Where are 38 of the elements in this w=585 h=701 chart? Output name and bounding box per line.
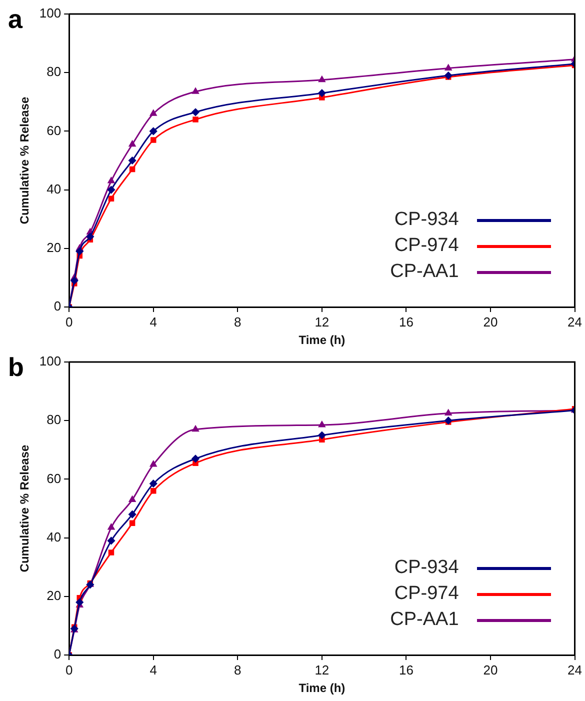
- y-tick-label: 80: [46, 64, 62, 80]
- y-tick-label: 20: [46, 240, 62, 255]
- x-tick-label: 16: [398, 314, 414, 330]
- x-tick-label: 12: [314, 314, 330, 330]
- x-tick-label: 4: [150, 662, 157, 678]
- legend-label: CP-AA1: [390, 260, 459, 284]
- x-tick-label: 20: [483, 662, 498, 678]
- x-axis-title: Time (h): [298, 681, 346, 696]
- x-tick-label: 12: [314, 662, 330, 678]
- y-tick-label: 100: [39, 354, 62, 369]
- x-axis-title: Time (h): [298, 333, 346, 348]
- legend-label: CP-974: [394, 234, 459, 258]
- chart-title: b: [8, 352, 24, 382]
- x-tick-label: 24: [568, 314, 582, 330]
- y-axis-title: Cumulative % Release: [18, 96, 32, 224]
- x-tick-label: 16: [398, 662, 414, 678]
- y-tick-label: 60: [46, 470, 62, 486]
- x-tick-label: 0: [65, 662, 73, 678]
- y-tick-label: 20: [46, 588, 62, 603]
- y-tick-label: 100: [39, 6, 62, 21]
- x-tick-label: 24: [568, 662, 582, 678]
- legend-label: CP-934: [394, 208, 459, 232]
- y-tick-label: 60: [46, 122, 62, 138]
- x-tick-label: 8: [234, 314, 242, 330]
- y-tick-label: 80: [46, 412, 62, 428]
- legend-label: CP-934: [394, 556, 459, 580]
- y-axis-title: Cumulative % Release: [18, 444, 32, 572]
- x-tick-label: 20: [483, 314, 498, 330]
- legend-label: CP-AA1: [390, 608, 459, 632]
- chart-title: a: [8, 4, 22, 34]
- legend-label: CP-974: [394, 582, 459, 606]
- y-tick-label: 0: [54, 646, 62, 662]
- x-tick-label: 0: [65, 314, 73, 330]
- y-tick-label: 0: [54, 298, 62, 314]
- y-tick-label: 40: [46, 529, 62, 544]
- x-tick-label: 8: [234, 662, 242, 678]
- x-tick-label: 4: [150, 314, 157, 330]
- y-tick-label: 40: [46, 181, 62, 196]
